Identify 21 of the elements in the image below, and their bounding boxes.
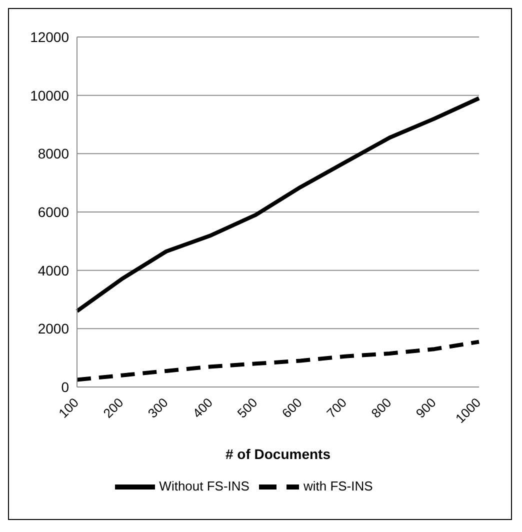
line-series — [75, 340, 481, 382]
y-tick-label: 6000 — [38, 204, 70, 220]
y-tick-label: 12000 — [30, 28, 70, 45]
x-tick-label: 700 — [324, 394, 350, 421]
x-tick-label: 500 — [234, 394, 260, 421]
y-tick-label: 8000 — [38, 146, 70, 162]
x-tick-label: 800 — [368, 394, 394, 421]
legend-label: with FS-INS — [303, 478, 373, 494]
x-tick-label: 600 — [278, 394, 305, 421]
x-tick-label: 400 — [190, 394, 216, 421]
y-tick-label: 10000 — [30, 87, 70, 104]
legend-label: Without FS-INS — [159, 478, 250, 494]
line-series — [75, 96, 481, 314]
x-tick-label: 100 — [56, 394, 82, 421]
y-tick-label: 4000 — [38, 262, 70, 278]
x-tick-label: 900 — [412, 394, 439, 421]
y-tick-label: 0 — [61, 378, 70, 395]
y-tick-label: 2000 — [38, 320, 70, 337]
x-axis-title: # of Documents — [225, 446, 331, 462]
x-tick-label: 300 — [144, 394, 171, 421]
x-tick-label: 200 — [100, 394, 126, 421]
